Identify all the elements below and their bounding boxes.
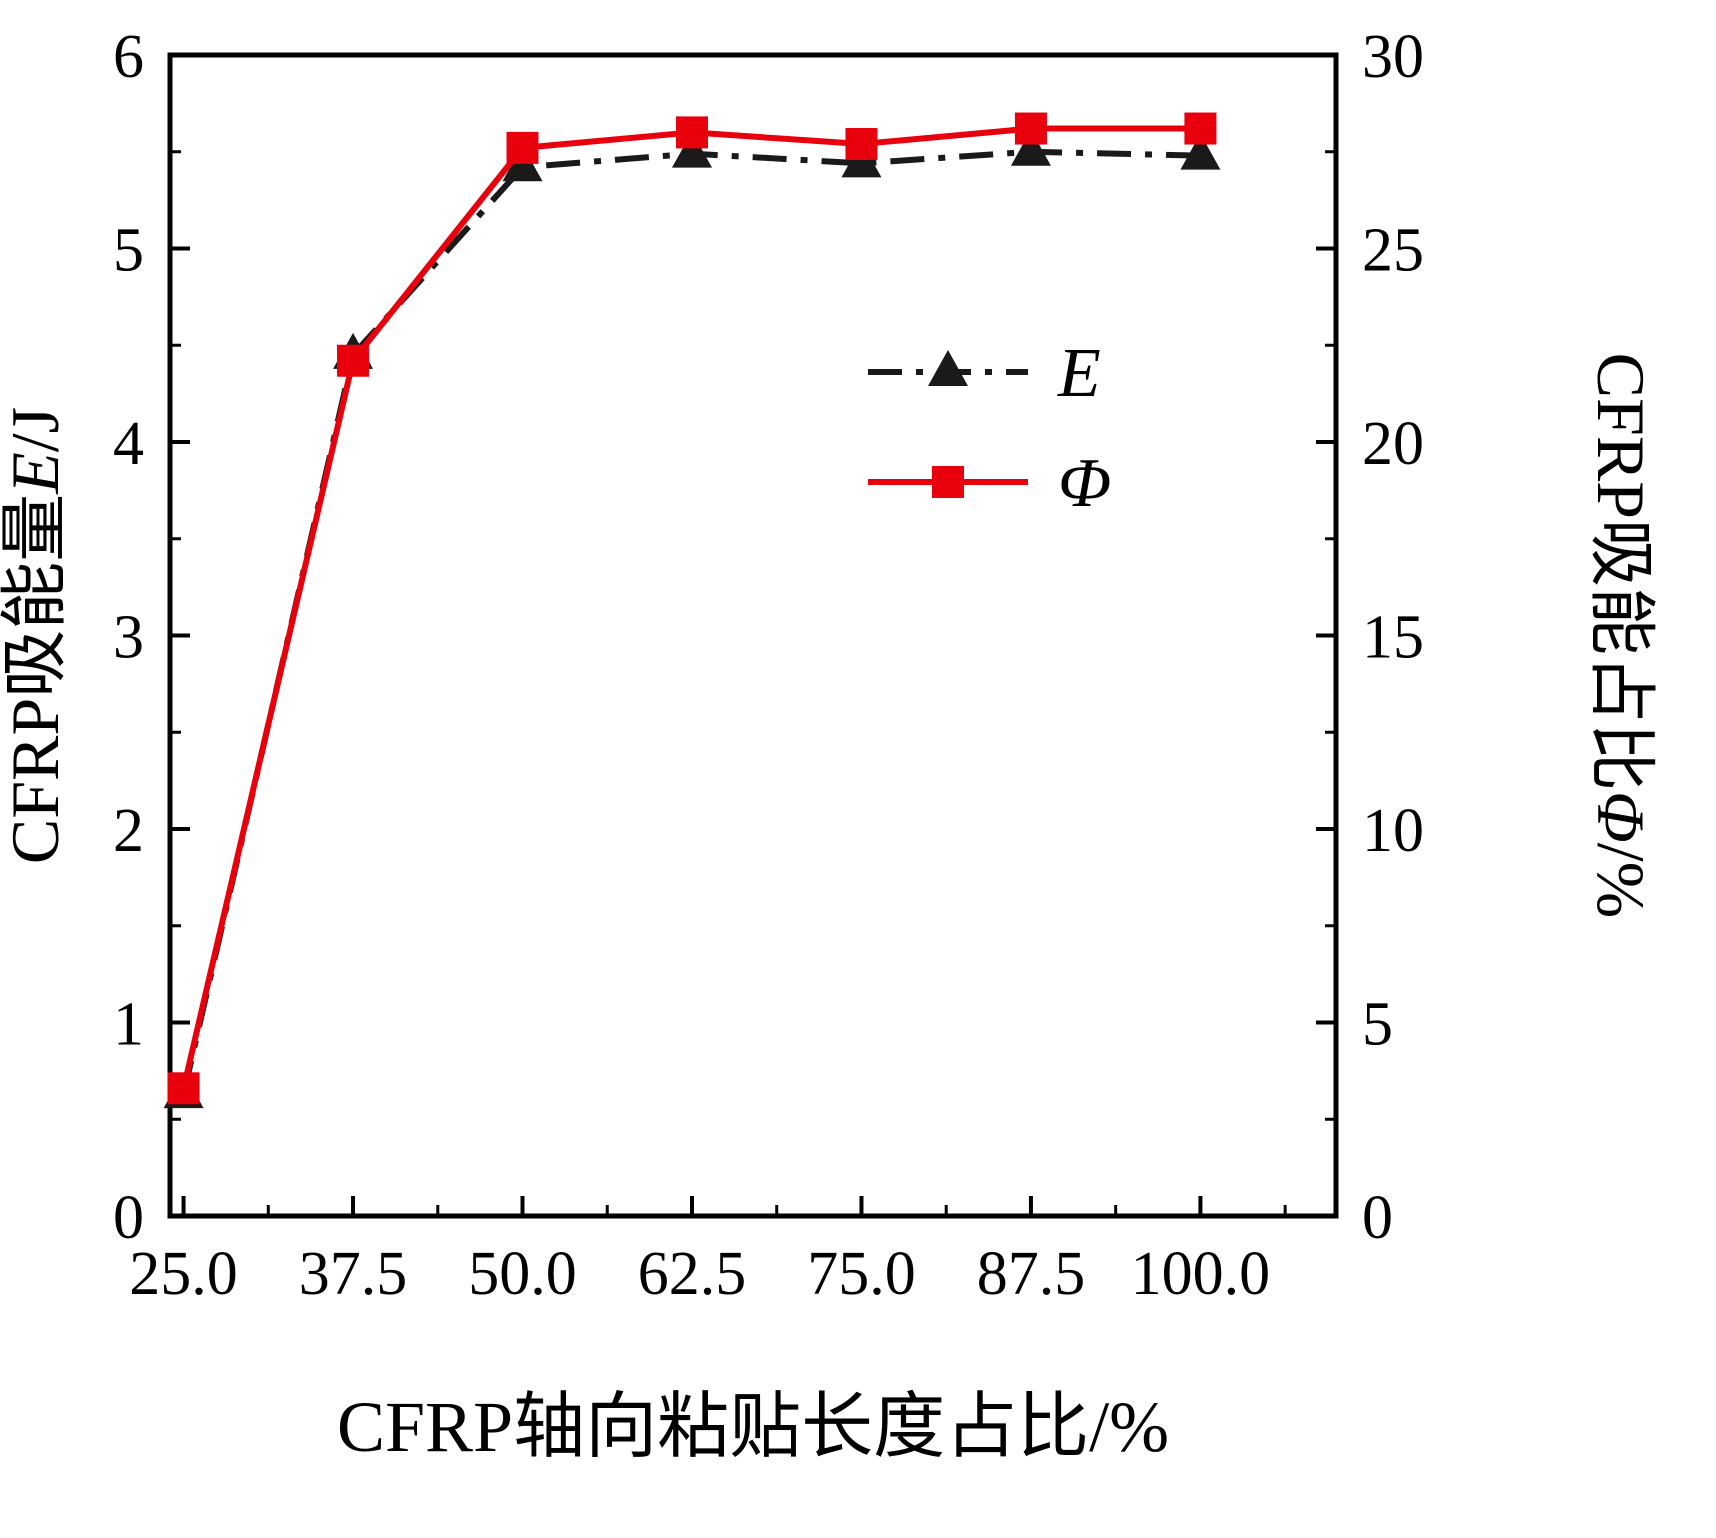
series-Φ-marker [167, 1072, 200, 1105]
y-right-tick-label: 20 [1362, 410, 1424, 478]
x-tick-label: 50.0 [468, 1240, 577, 1308]
y-left-tick-label: 4 [113, 410, 144, 478]
series-Φ-marker [675, 116, 708, 149]
y-right-tick-label: 10 [1362, 797, 1424, 865]
y-left-tick-label: 5 [113, 217, 144, 285]
series-E-marker [1180, 133, 1221, 170]
y-left-tick-label: 2 [113, 797, 144, 865]
y-right-tick-label: 0 [1362, 1184, 1393, 1252]
x-tick-label: 37.5 [299, 1240, 408, 1308]
plot-frame [167, 52, 1339, 1219]
series-Φ-marker [1014, 112, 1047, 145]
series-Φ-marker [337, 344, 370, 377]
series-E-marker [1010, 129, 1051, 166]
x-tick-label: 62.5 [638, 1240, 747, 1308]
y-left-tick-label: 6 [113, 23, 144, 91]
x-tick-label: 75.0 [807, 1240, 916, 1308]
legend-marker-E [928, 350, 968, 386]
y-right-tick-label: 30 [1362, 23, 1424, 91]
y-left-tick-label: 3 [113, 604, 144, 672]
x-tick-label: 87.5 [977, 1240, 1086, 1308]
series-E-marker [671, 131, 712, 168]
y-right-tick-label: 5 [1362, 991, 1393, 1059]
legend-label-E: E [1057, 335, 1101, 412]
y-left-axis-label: CFRP吸能量E/J [0, 407, 73, 864]
legend: EΦ [868, 335, 1111, 522]
x-axis-label: CFRP轴向粘贴长度占比/% [337, 1387, 1169, 1467]
y-left-tick-label: 1 [113, 991, 144, 1059]
y-right-axis-label: CFRP吸能占比Φ/% [1583, 353, 1659, 919]
y-right-tick-label: 15 [1362, 604, 1424, 672]
y-left-tick-label: 0 [113, 1184, 144, 1252]
x-tick-label: 25.0 [129, 1240, 238, 1308]
series-Φ-line [180, 125, 1201, 1089]
legend-label-Φ: Φ [1058, 445, 1111, 522]
y-right-tick-label: 25 [1362, 217, 1424, 285]
series-Φ-marker [845, 128, 878, 161]
series-Φ-marker [1184, 112, 1217, 145]
series-E-line [180, 148, 1201, 1095]
series-Φ-marker [506, 131, 539, 164]
x-tick-label: 100.0 [1131, 1240, 1271, 1308]
legend-marker-Φ [932, 466, 964, 498]
